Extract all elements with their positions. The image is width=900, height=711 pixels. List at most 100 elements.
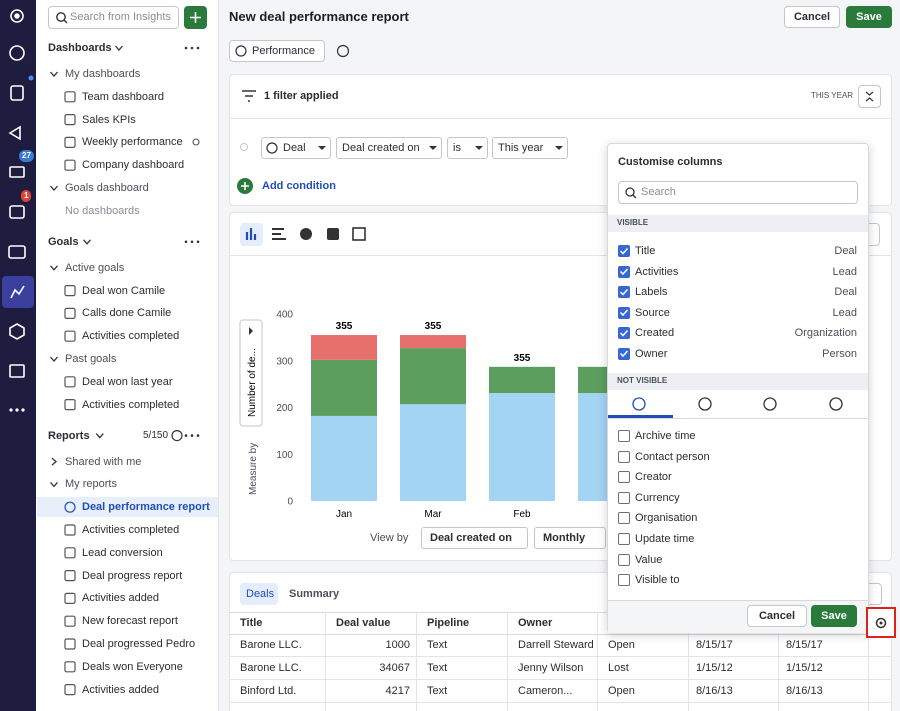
table-cell: 8/16/13	[696, 685, 733, 697]
checkbox[interactable]	[618, 574, 630, 587]
group-title[interactable]: My dashboards	[65, 68, 141, 80]
source-tab-icon	[698, 397, 712, 411]
table-tab-active[interactable]	[240, 583, 278, 605]
panel-cancel[interactable]: Cancel	[747, 605, 807, 627]
plus-icon	[190, 12, 201, 23]
condition-dropdown[interactable]	[336, 137, 442, 159]
table-cell: Barone LLC.	[240, 639, 302, 651]
item-icon	[64, 330, 76, 342]
sidebar-item[interactable]: Activities added	[82, 592, 160, 605]
condition-dropdown[interactable]	[261, 137, 331, 159]
checkbox[interactable]	[618, 512, 630, 525]
section-title[interactable]: Dashboards	[48, 42, 112, 54]
view-by-dropdown[interactable]	[421, 527, 528, 549]
source-tab-icon	[763, 397, 777, 411]
checkbox-checked[interactable]	[618, 327, 630, 339]
gear-icon	[879, 621, 883, 625]
sidebar-item[interactable]: Activities completed	[82, 524, 180, 536]
checkbox[interactable]	[618, 450, 630, 463]
search-icon	[63, 19, 68, 24]
y-tick-label: 300	[276, 356, 293, 367]
sidebar-item[interactable]: Deal won Camile	[82, 284, 166, 297]
checkbox[interactable]	[618, 491, 630, 504]
table-tab[interactable]: Summary	[289, 588, 340, 600]
sidebar-item[interactable]: Deal won last year	[82, 375, 173, 388]
sidebar-item[interactable]: Team dashboard	[82, 90, 164, 103]
bar-segment	[489, 366, 555, 394]
bar-icon	[245, 228, 257, 240]
item-icon	[64, 569, 76, 582]
info-icon	[171, 430, 183, 442]
hidden-column: Archive time	[635, 430, 696, 442]
filter-close[interactable]	[858, 85, 881, 108]
column-divider	[597, 612, 598, 711]
group-title[interactable]: Shared with me	[65, 455, 142, 468]
dollar-icon	[266, 142, 278, 154]
cancel-button[interactable]: Cancel	[784, 6, 840, 28]
group-title[interactable]: Past goals	[65, 353, 117, 365]
sidebar-item[interactable]: Company dashboard	[82, 159, 185, 172]
checkbox-checked[interactable]	[618, 347, 630, 360]
sidebar-selected	[37, 497, 218, 518]
panel-save[interactable]: Save	[811, 605, 857, 627]
table-cell: Lost	[608, 662, 629, 674]
caret	[475, 146, 483, 150]
table-tab[interactable]: Deals	[246, 588, 275, 600]
save-button[interactable]: Save	[846, 6, 892, 28]
sidebar-item[interactable]: Activities completed	[82, 330, 180, 343]
checkbox-checked[interactable]	[618, 286, 630, 298]
column-header[interactable]: Pipeline	[427, 617, 470, 629]
sidebar-item[interactable]: Activities added	[82, 683, 160, 696]
table-cell: Text	[427, 662, 448, 674]
sidebar-item[interactable]: Deals won Everyone	[82, 660, 183, 673]
view-by-dropdown[interactable]	[534, 527, 606, 549]
performance-tab[interactable]	[229, 40, 325, 62]
sidebar-item[interactable]: Weekly performance	[82, 136, 183, 149]
search-icon	[56, 12, 66, 22]
checkbox[interactable]	[618, 471, 630, 484]
section-title[interactable]: Reports	[48, 429, 90, 442]
hidden-column: Visible to	[635, 574, 680, 587]
condition-dot	[240, 143, 248, 151]
group-title[interactable]: My reports	[65, 478, 117, 491]
source-tab-divider	[608, 418, 868, 419]
checkbox-checked[interactable]	[618, 265, 630, 278]
sidebar-item[interactable]: Deal progressed Pedro	[82, 638, 196, 650]
condition-dropdown[interactable]	[492, 137, 568, 159]
column-header[interactable]: Title	[240, 617, 263, 629]
x-tick-label: Mar	[424, 509, 442, 520]
column-divider	[688, 612, 689, 711]
sidebar-item[interactable]: Calls done Camile	[82, 307, 172, 320]
bar-segment	[311, 359, 377, 416]
panel-search-placeholder: Search	[641, 186, 676, 198]
checkbox[interactable]	[618, 553, 630, 566]
group-title[interactable]: Active goals	[65, 261, 125, 274]
sidebar-item[interactable]: Deal progress report	[82, 569, 183, 582]
sidebar-item[interactable]: Lead conversion	[82, 546, 163, 559]
item-icon	[64, 113, 76, 126]
checkbox[interactable]	[618, 533, 630, 545]
source-tab-icon	[829, 397, 843, 411]
sidebar-item[interactable]: Deal performance report	[82, 501, 210, 514]
sidebar-item[interactable]: Activities completed	[82, 398, 180, 411]
checkbox-checked[interactable]	[618, 245, 630, 257]
settings-gear[interactable]	[866, 607, 896, 638]
number-icon	[327, 228, 339, 240]
sidebar-item[interactable]: Sales KPIs	[82, 113, 136, 126]
sidebar-item[interactable]: New forecast report	[82, 615, 178, 628]
total-label: 355	[336, 321, 353, 332]
checkbox[interactable]	[618, 430, 630, 442]
add-condition[interactable]: Add condition	[262, 180, 336, 192]
column-header[interactable]: Owner	[518, 617, 553, 629]
chevron	[115, 45, 123, 51]
more-icon	[190, 434, 194, 437]
visible-label: VISIBLE	[617, 218, 649, 227]
group-title[interactable]: Goals dashboard	[65, 182, 149, 194]
checkbox-checked[interactable]	[618, 306, 630, 319]
section-title[interactable]: Goals	[48, 235, 79, 248]
panel-search[interactable]	[618, 181, 858, 204]
condition-dropdown[interactable]	[447, 137, 488, 159]
hidden-column: Value	[635, 553, 663, 566]
column-header[interactable]: Deal value	[336, 617, 391, 629]
